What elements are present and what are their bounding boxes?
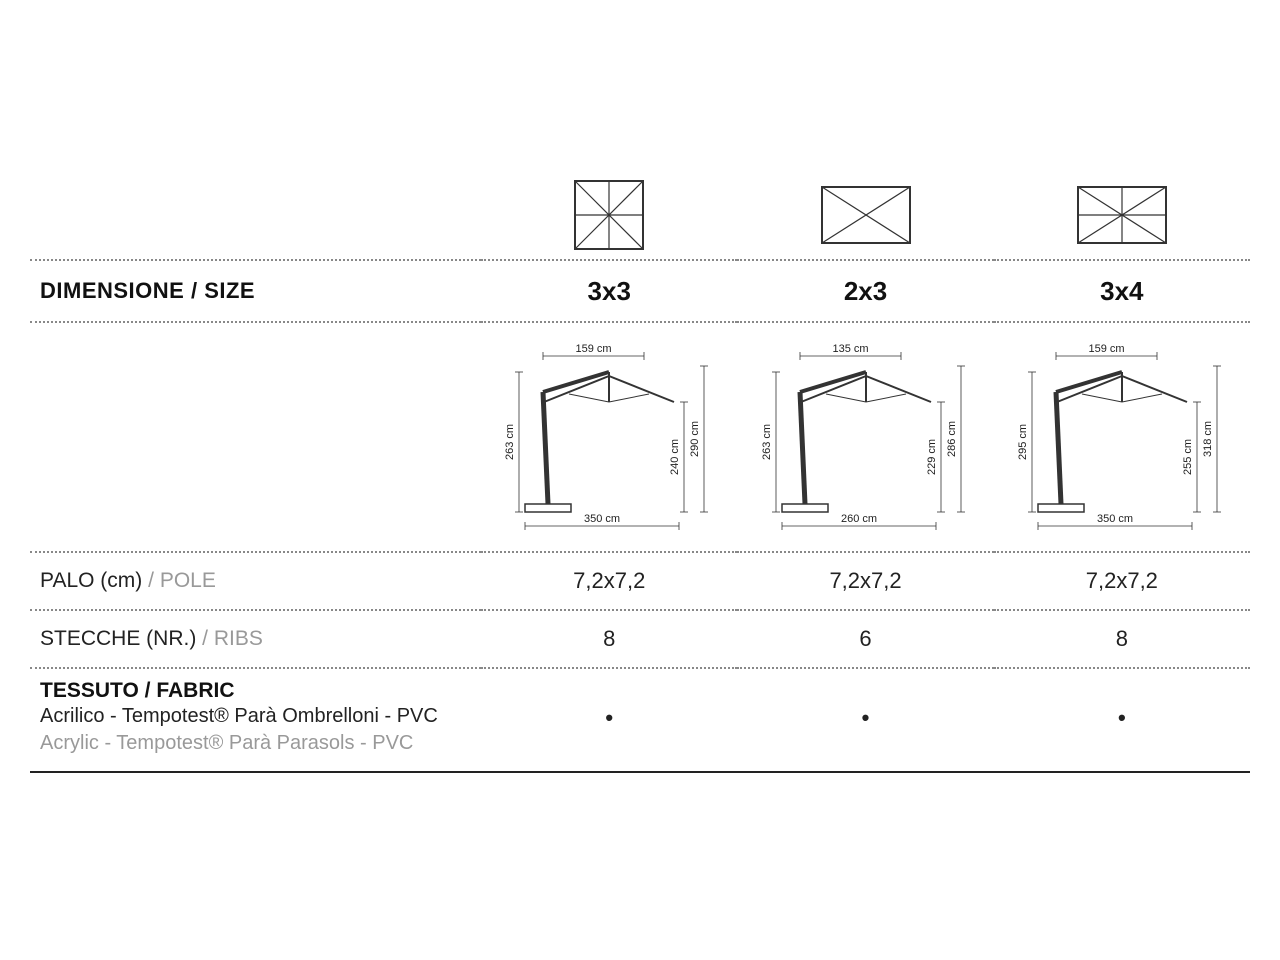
- ribs-label-primary: STECCHE (NR.): [40, 627, 196, 650]
- pole-label-secondary: POLE: [160, 569, 216, 592]
- canopy-icon-cell: [994, 170, 1250, 260]
- pole-row: PALO (cm) / POLE 7,2x7,2 7,2x7,2 7,2x7,2: [30, 552, 1250, 610]
- spec-table: DIMENSIONE / SIZE 3x3 2x3 3x4 159 cm 350 …: [30, 170, 1250, 773]
- ribs-value: 8: [481, 610, 737, 668]
- svg-text:290 cm: 290 cm: [689, 421, 701, 457]
- svg-text:263 cm: 263 cm: [761, 424, 773, 460]
- svg-text:318 cm: 318 cm: [1202, 421, 1214, 457]
- fabric-mark: •: [994, 668, 1250, 772]
- fabric-label-secondary: FABRIC: [156, 679, 234, 702]
- pole-value: 7,2x7,2: [481, 552, 737, 610]
- diagram-cell: 159 cm 350 cm 295 cm 255 cm 318 cm: [994, 322, 1250, 552]
- size-value: 2x3: [737, 260, 993, 322]
- canopy-icon-row: [30, 170, 1250, 260]
- svg-text:350 cm: 350 cm: [1097, 513, 1133, 525]
- size-row: DIMENSIONE / SIZE 3x3 2x3 3x4: [30, 260, 1250, 322]
- pole-label-primary: PALO (cm): [40, 569, 142, 592]
- size-label-primary: DIMENSIONE: [40, 278, 184, 303]
- canopy-icon-cell: [481, 170, 737, 260]
- canopy-icon: [574, 180, 644, 250]
- svg-text:255 cm: 255 cm: [1182, 439, 1194, 475]
- svg-text:240 cm: 240 cm: [669, 439, 681, 475]
- label-sep: /: [196, 627, 214, 650]
- ribs-row: STECCHE (NR.) / RIBS 8 6 8: [30, 610, 1250, 668]
- fabric-desc-it: Acrilico - Tempotest® Parà Ombrelloni - …: [40, 703, 481, 730]
- size-value: 3x4: [994, 260, 1250, 322]
- svg-text:260 cm: 260 cm: [840, 513, 876, 525]
- svg-text:263 cm: 263 cm: [504, 424, 516, 460]
- fabric-row: TESSUTO / FABRIC Acrilico - Tempotest® P…: [30, 668, 1250, 772]
- parasol-diagram: 159 cm 350 cm 263 cm 240 cm 290 cm: [489, 332, 729, 542]
- pole-value: 7,2x7,2: [737, 552, 993, 610]
- svg-text:159 cm: 159 cm: [1088, 343, 1124, 355]
- label-sep: /: [142, 569, 160, 592]
- svg-text:229 cm: 229 cm: [926, 439, 938, 475]
- canopy-icon: [1077, 186, 1167, 244]
- diagram-cell: 135 cm 260 cm 263 cm 229 cm 286 cm: [737, 322, 993, 552]
- ribs-label-secondary: RIBS: [214, 627, 263, 650]
- canopy-icon-cell: [737, 170, 993, 260]
- diagram-cell: 159 cm 350 cm 263 cm 240 cm 290 cm: [481, 322, 737, 552]
- diagram-row: 159 cm 350 cm 263 cm 240 cm 290 cm 135 cm 260…: [30, 322, 1250, 552]
- parasol-diagram: 135 cm 260 cm 263 cm 229 cm 286 cm: [746, 332, 986, 542]
- label-sep: /: [184, 278, 204, 303]
- svg-text:295 cm: 295 cm: [1017, 424, 1029, 460]
- fabric-mark: •: [481, 668, 737, 772]
- pole-value: 7,2x7,2: [994, 552, 1250, 610]
- fabric-label-primary: TESSUTO: [40, 679, 139, 702]
- svg-text:286 cm: 286 cm: [946, 421, 958, 457]
- size-label-secondary: SIZE: [204, 278, 255, 303]
- ribs-value: 8: [994, 610, 1250, 668]
- label-sep: /: [139, 679, 157, 702]
- svg-text:135 cm: 135 cm: [832, 343, 868, 355]
- spec-sheet: DIMENSIONE / SIZE 3x3 2x3 3x4 159 cm 350 …: [0, 0, 1280, 773]
- canopy-icon: [821, 186, 911, 244]
- size-value: 3x3: [481, 260, 737, 322]
- ribs-value: 6: [737, 610, 993, 668]
- parasol-diagram: 159 cm 350 cm 295 cm 255 cm 318 cm: [1002, 332, 1242, 542]
- fabric-mark: •: [737, 668, 993, 772]
- svg-text:350 cm: 350 cm: [584, 513, 620, 525]
- fabric-desc-en: Acrylic - Tempotest® Parà Parasols - PVC: [40, 730, 481, 757]
- svg-text:159 cm: 159 cm: [576, 343, 612, 355]
